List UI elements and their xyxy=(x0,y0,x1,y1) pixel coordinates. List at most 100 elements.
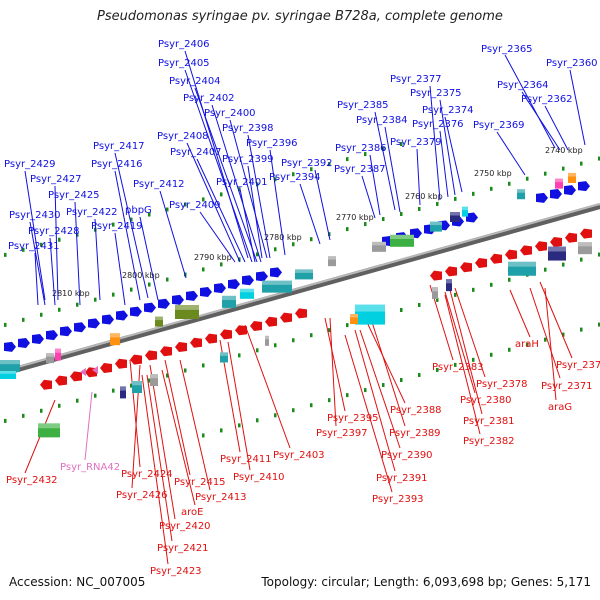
rna-gene-label: Psyr_RNA42 xyxy=(60,462,120,473)
forward-gene-arrow xyxy=(214,283,226,294)
tick-mark xyxy=(292,172,295,177)
forward-leader-line xyxy=(299,183,321,245)
cds-block xyxy=(432,287,438,300)
tick-mark xyxy=(274,413,277,418)
cds-block-fill xyxy=(350,314,358,324)
forward-leader-line xyxy=(74,201,81,306)
cds-block-shine xyxy=(462,206,468,211)
forward-leader-line xyxy=(49,237,56,306)
reverse-gene-arrow xyxy=(580,228,592,239)
cds-block xyxy=(430,221,442,232)
cds-block-shine xyxy=(568,172,576,177)
cds-block-shine xyxy=(0,360,20,365)
cds-block-shine xyxy=(446,279,452,284)
tick-mark xyxy=(436,367,439,372)
reverse-gene-arrow xyxy=(445,266,457,277)
gene-label: Psyr_2411 xyxy=(220,454,272,465)
tick-mark xyxy=(220,428,223,433)
tick-mark xyxy=(328,328,331,333)
tick-mark xyxy=(364,388,367,393)
gene-label: Psyr_2365 xyxy=(481,44,533,55)
kbp-label-2740: 2740 kbp xyxy=(545,146,583,155)
reverse-leader-line xyxy=(444,291,476,394)
gene-label: Psyr_2383 xyxy=(432,362,484,373)
cds-block-shine xyxy=(548,246,566,252)
cds-block-shine xyxy=(155,316,163,321)
cds-block-shine xyxy=(46,353,54,357)
reverse-gene-arrow xyxy=(145,350,157,361)
cds-block-shine xyxy=(430,221,442,226)
gene-label: Psyr_2403 xyxy=(273,450,325,461)
gene-label: Psyr_2399 xyxy=(222,154,274,165)
forward-leader-line xyxy=(184,50,249,259)
tick-mark xyxy=(472,287,475,292)
forward-leader-line xyxy=(439,99,456,196)
tick-mark xyxy=(454,196,457,201)
forward-leader-line xyxy=(439,130,449,198)
cds-block-shine xyxy=(0,371,16,374)
forward-leader-line xyxy=(496,131,526,176)
gene-label: Psyr_2388 xyxy=(390,405,442,416)
gene-label: Psyr_2398 xyxy=(222,123,274,134)
gene-label: Psyr_2425 xyxy=(48,190,100,201)
forward-leader-line xyxy=(194,87,258,263)
cds-block-shine xyxy=(350,314,358,318)
reverse-gene-arrow xyxy=(40,379,52,390)
tick-mark xyxy=(328,162,331,167)
tick-mark xyxy=(508,277,511,282)
forward-leader-line xyxy=(521,91,561,151)
tick-mark xyxy=(256,418,259,423)
tick-mark xyxy=(328,398,331,403)
tick-mark xyxy=(436,297,439,302)
tick-mark xyxy=(562,262,565,267)
forward-leader-line xyxy=(314,169,331,241)
reverse-gene-arrow xyxy=(430,270,442,281)
forward-leader-line xyxy=(361,175,376,219)
cds-block-shine xyxy=(38,423,60,429)
forward-gene-arrow xyxy=(74,322,86,333)
forward-leader-line xyxy=(369,154,381,216)
cds-block-shine xyxy=(450,212,460,216)
cds-block-fill xyxy=(568,172,576,183)
tick-mark xyxy=(202,363,205,368)
cds-block-fill xyxy=(0,371,16,379)
reverse-gene-labels: araH Psyr_2370 Psyr_2371 araG Psyr_2383 … xyxy=(6,339,600,577)
forward-leader-line xyxy=(186,142,241,263)
gene-label: pbpG xyxy=(125,205,152,216)
reverse-leader-line xyxy=(371,321,406,427)
cds-block xyxy=(220,352,228,363)
cds-block-fill xyxy=(0,360,20,372)
reverse-gene-arrow xyxy=(130,354,142,365)
tick-mark xyxy=(562,166,565,171)
gene-label: Psyr_2400 xyxy=(204,108,256,119)
tick-mark xyxy=(274,343,277,348)
tick-mark xyxy=(418,302,421,307)
cds-block xyxy=(46,353,54,364)
tick-mark xyxy=(526,176,529,181)
rna-gene-arrow xyxy=(92,366,98,374)
tick-mark xyxy=(58,237,61,242)
cds-block-fill xyxy=(120,386,126,399)
tick-mark xyxy=(598,252,600,257)
label-leader-lines xyxy=(24,50,586,565)
cds-block xyxy=(328,256,336,267)
reverse-gene-arrow xyxy=(100,363,112,373)
tick-mark xyxy=(310,167,313,172)
cds-block xyxy=(265,335,269,346)
tick-mark xyxy=(346,157,349,162)
gene-label: Psyr_2386 xyxy=(335,143,387,154)
reverse-gene-arrow xyxy=(70,371,82,382)
forward-gene-labels: Psyr_2365 Psyr_2360 Psyr_2364 Psyr_2362 … xyxy=(4,39,598,252)
cds-block-shine xyxy=(328,256,336,260)
gene-label: Psyr_2375 xyxy=(410,88,462,99)
reverse-leader-line xyxy=(359,329,401,449)
tick-mark xyxy=(274,247,277,252)
tick-mark xyxy=(382,147,385,152)
gene-label: Psyr_2422 xyxy=(66,207,118,218)
tick-mark xyxy=(292,338,295,343)
gene-label: Psyr_2382 xyxy=(463,436,515,447)
cds-block-fill xyxy=(578,242,592,255)
reverse-leader-line xyxy=(344,334,393,493)
gene-label: Psyr_2419 xyxy=(91,221,143,232)
cds-block-fill xyxy=(265,335,269,346)
